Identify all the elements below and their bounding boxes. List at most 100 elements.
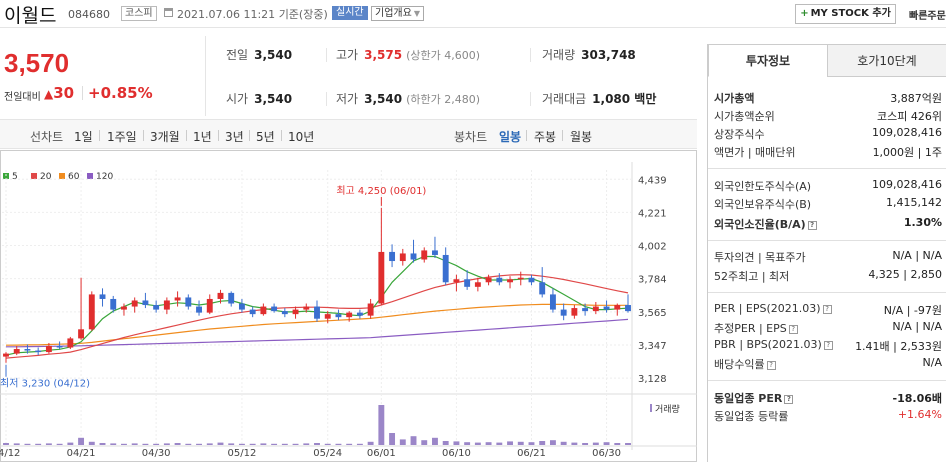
row-value: N/A | N/A (892, 249, 942, 262)
candle-body (99, 294, 106, 299)
pbr-label: PBR | BPS(2021.03) (714, 338, 822, 351)
stat-value: 3,540 (364, 92, 403, 106)
volume-bar (625, 443, 631, 445)
stat-value: 3,575 (364, 48, 403, 62)
volume-bar (88, 441, 95, 445)
divider (82, 86, 83, 100)
help-icon[interactable]: ? (788, 325, 798, 334)
foreign-ratio-label: 외국인소진율(B/A) (714, 218, 806, 231)
candle-body (314, 306, 320, 319)
candle-body (356, 312, 363, 316)
candle-body (142, 300, 149, 306)
volume-bar (485, 442, 492, 445)
row-label: PER | EPS(2021.03)? (714, 302, 832, 315)
stat-volume: 거래량 303,748 (542, 46, 636, 63)
row-value: 109,028,416 (872, 178, 942, 191)
volume-bar (410, 436, 417, 445)
tab-period-3y[interactable]: 3년 (225, 130, 244, 144)
tab-period-5y[interactable]: 5년 (256, 130, 275, 144)
volume-bar (35, 443, 42, 445)
volume-bar (56, 443, 63, 445)
add-my-stock-button[interactable]: + MY STOCK 추가 (795, 4, 896, 24)
volume-bar (464, 442, 471, 445)
volume-bar (217, 442, 224, 445)
volume-bar (163, 443, 170, 445)
row-value: 1.30% (903, 216, 942, 229)
divider (526, 130, 527, 141)
volume-bar (560, 441, 567, 445)
volume-bar (346, 443, 353, 445)
stat-label: 거래대금 (542, 92, 587, 106)
candle-body (367, 303, 374, 316)
divider (708, 240, 946, 241)
tab-period-1d[interactable]: 1일 (74, 130, 93, 144)
tab-candle-daily[interactable]: 일봉 (499, 130, 522, 144)
change-label: 전일대비 (4, 92, 41, 103)
row-par-value: 액면가 | 매매단위 1,000원 | 1주 (714, 144, 942, 162)
row-foreign-hold: 외국인보유주식수(B) 1,415,142 (714, 196, 942, 214)
tab-orderbook[interactable]: 호가10단계 (827, 44, 946, 77)
tab-period-3m[interactable]: 3개월 (150, 130, 180, 144)
divider (708, 292, 946, 293)
candle-body (303, 306, 310, 310)
candle-body (217, 292, 224, 299)
divider (143, 130, 144, 141)
row-value: 1.41배 | 2,533원 (855, 340, 942, 353)
candle-body (346, 312, 353, 318)
stat-sub: (하한가 2,480) (406, 93, 480, 106)
candle-body (3, 353, 9, 357)
stat-label: 거래량 (542, 48, 576, 62)
per-label: PER | EPS(2021.03) (714, 302, 821, 315)
help-icon[interactable]: ? (823, 341, 833, 350)
candle-body (335, 314, 342, 318)
up-triangle-icon: ▲ (44, 87, 54, 101)
candle-body (281, 311, 288, 315)
help-icon[interactable]: ? (766, 361, 776, 370)
y-tick-label: 3,784 (638, 275, 667, 286)
plus-icon: + (800, 8, 809, 19)
price-chart[interactable]: 5 20 60 120 4,439 4,221 4,002 3,784 3,565 3,347 3,… (0, 150, 697, 462)
divider (186, 130, 187, 141)
row-value: N/A (922, 356, 942, 369)
tab-candle-weekly[interactable]: 주봉 (534, 130, 557, 144)
candle-body (153, 305, 160, 310)
candle-body (88, 294, 95, 330)
candle-body (549, 294, 556, 310)
legend-label-20: 20 (40, 172, 52, 182)
volume-bar (206, 443, 213, 445)
tab-period-10y[interactable]: 10년 (288, 130, 315, 144)
volume-bar (292, 443, 299, 445)
divider (530, 92, 531, 106)
company-overview-dropdown[interactable]: 기업개요 ▼ (371, 6, 424, 21)
row-label: 동일업종 PER? (714, 390, 794, 406)
candle-body (324, 314, 331, 319)
quick-order-link[interactable]: 빠른주문 (909, 11, 946, 22)
volume-bar (249, 443, 256, 445)
help-icon[interactable]: ? (784, 395, 794, 404)
chart-frame (0, 150, 697, 462)
tab-invest-info[interactable]: 투자정보 (708, 44, 828, 77)
candle-body (614, 305, 621, 310)
help-icon[interactable]: ? (807, 221, 817, 230)
price-chart-svg: 5 20 60 120 4,439 4,221 4,002 3,784 3,565 3,347 3,… (0, 150, 697, 462)
row-label: 외국인한도주식수(A) (714, 180, 812, 193)
candle-body (131, 300, 138, 307)
help-icon[interactable]: ? (822, 305, 832, 314)
tab-period-1w[interactable]: 1주일 (107, 130, 137, 144)
volume-bar (174, 443, 181, 445)
volume-bar (582, 443, 589, 445)
volume-bar (45, 443, 52, 445)
legend-label-120: 120 (96, 172, 113, 182)
volume-bar (399, 439, 406, 445)
row-value: 1,000원 | 1주 (872, 146, 942, 159)
candle-body (185, 297, 192, 307)
volume-bar (507, 441, 513, 445)
stat-low: 저가 3,540 (하한가 2,480) (336, 90, 480, 107)
tab-period-1y[interactable]: 1년 (193, 130, 212, 144)
tab-candle-monthly[interactable]: 월봉 (570, 130, 593, 144)
row-label: 외국인보유주식수(B) (714, 198, 812, 211)
volume-bar (3, 443, 9, 445)
candle-body (410, 253, 417, 260)
candle-body (206, 298, 213, 313)
realtime-badge[interactable]: 실시간 (332, 6, 368, 20)
